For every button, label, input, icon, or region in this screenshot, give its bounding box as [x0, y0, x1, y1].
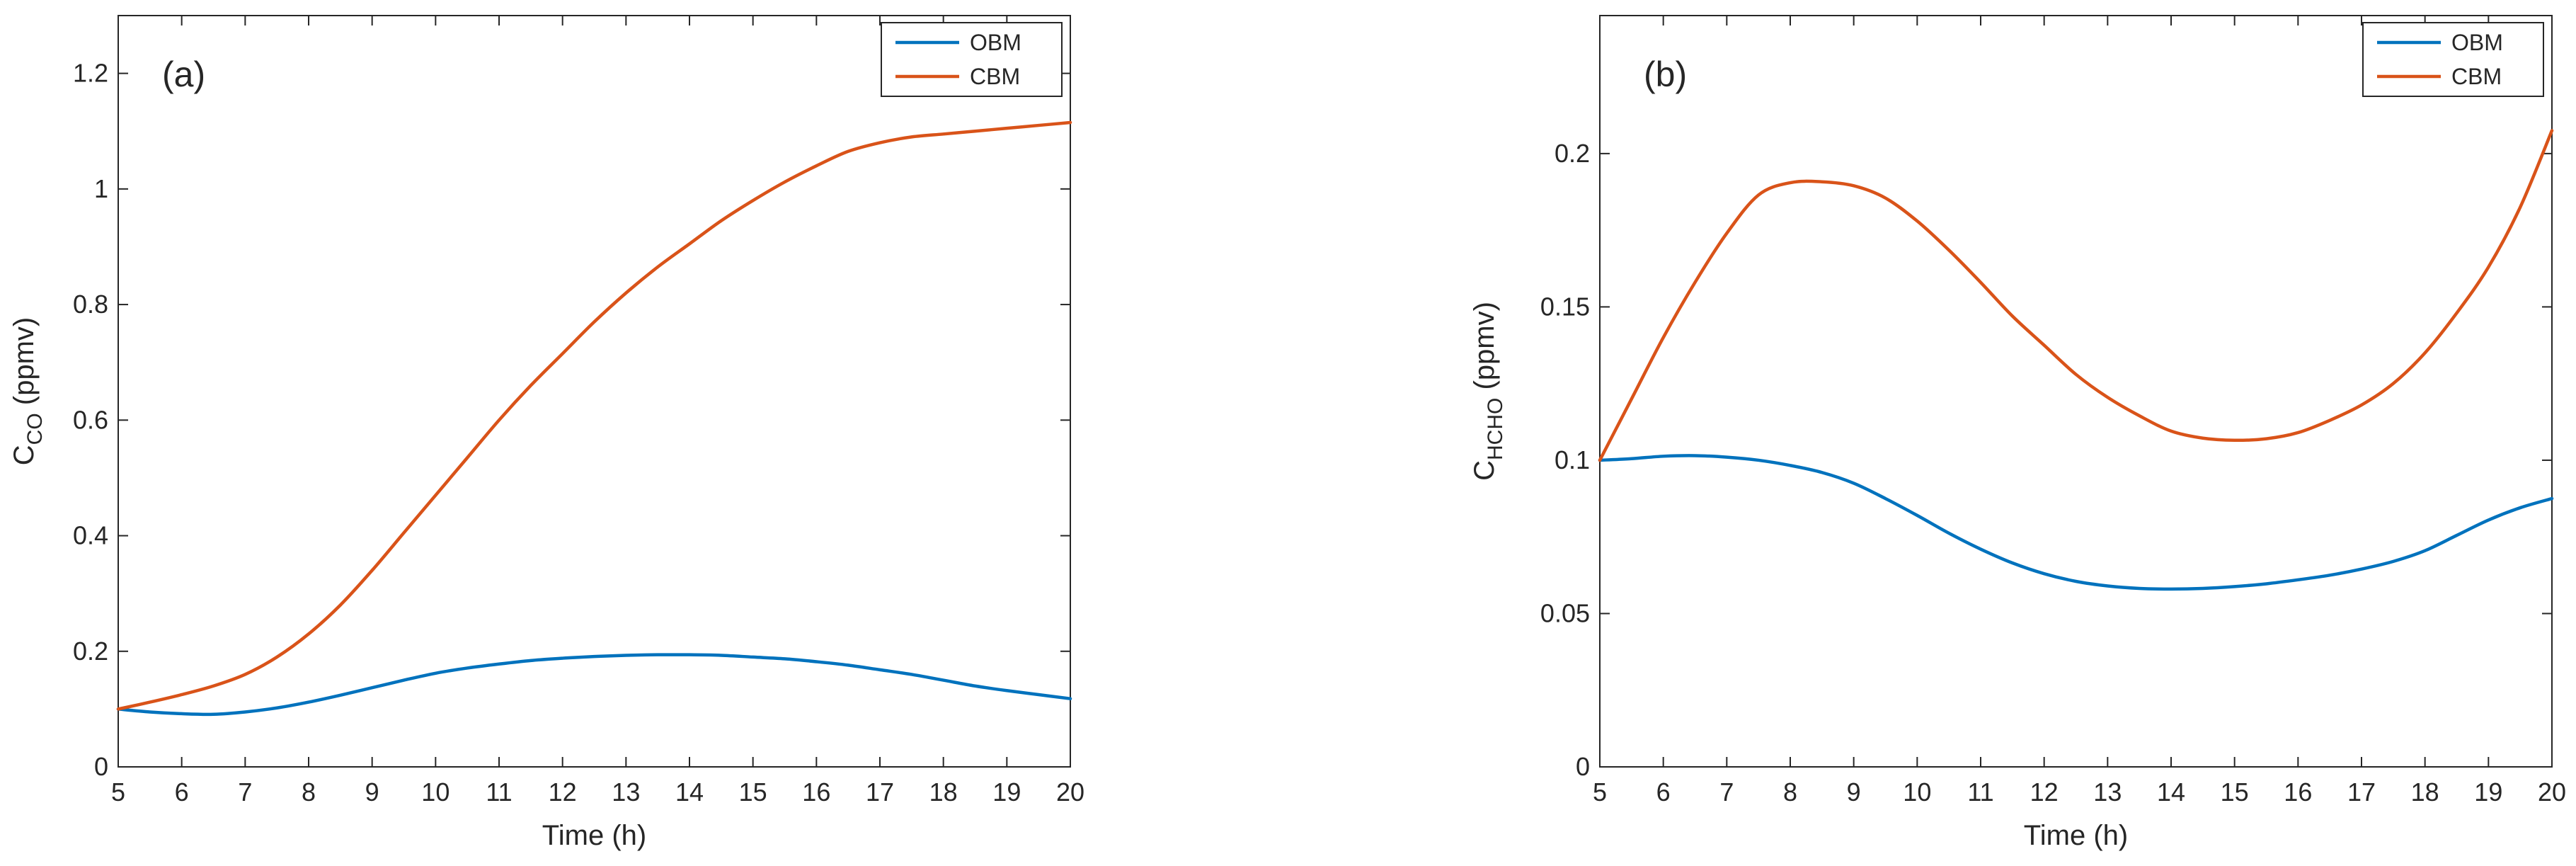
x-tick-label: 6	[1656, 777, 1671, 807]
y-tick-label: 0.2	[1555, 139, 1590, 168]
x-tick-label: 15	[739, 777, 767, 807]
panel-a: 5 6 7 8 9 10 11 12 13 14 15 16 17 18 19 20 0 0.2 0.4 0.6 0.8…	[8, 15, 1084, 851]
x-tick-label: 9	[365, 777, 379, 807]
x-tick-label: 11	[1967, 777, 1993, 807]
x-tick-label: 19	[2474, 777, 2502, 807]
series-line-cbm	[116, 120, 1072, 711]
x-axis-label: Time (h)	[542, 820, 646, 851]
x-tick-label: 10	[1903, 777, 1931, 807]
y-tick-label: 1.2	[73, 59, 108, 88]
y-axis-label: CCO (ppmv)	[8, 317, 47, 465]
legend-label-obm: OBM	[970, 30, 1021, 55]
y-axis-label-subscript: HCHO	[1484, 398, 1507, 460]
x-tick-label: 8	[302, 777, 316, 807]
axes-box	[118, 15, 1071, 768]
x-tick-label: 12	[2030, 777, 2059, 807]
y-tick-label: 0	[1576, 752, 1590, 781]
y-tick-label: 0.05	[1540, 598, 1590, 627]
x-tick-label: 12	[549, 777, 577, 807]
x-tick-label: 6	[175, 777, 189, 807]
y-tick-label: 1	[94, 174, 108, 203]
x-tick-label: 5	[111, 777, 125, 807]
panel-label: (a)	[162, 55, 205, 94]
axes-box	[1599, 15, 2553, 768]
legend-box	[2362, 22, 2544, 97]
x-tick-label: 8	[1783, 777, 1797, 807]
panel-b: 5 6 7 8 9 10 11 12 13 14 15 16 17 18 19 20 0 0.05 0.1 0.15 0…	[1469, 15, 2566, 851]
x-tick-label: 18	[2411, 777, 2439, 807]
x-tick-label: 14	[2157, 777, 2185, 807]
series-line-obm	[116, 653, 1072, 717]
y-axis-label-main: C	[1469, 460, 1500, 481]
x-tick-label: 17	[866, 777, 894, 807]
y-tick-label: 0.1	[1555, 445, 1590, 474]
series-line-obm	[1598, 454, 2554, 591]
x-tick-label: 5	[1593, 777, 1607, 807]
x-tick-label: 17	[2347, 777, 2376, 807]
legend-label-cbm: CBM	[970, 64, 1020, 89]
x-tick-label: 14	[675, 777, 704, 807]
x-tick-label: 7	[238, 777, 252, 807]
x-tick-label: 19	[992, 777, 1021, 807]
y-tick-label: 0.4	[73, 521, 108, 550]
x-tick-label: 15	[2221, 777, 2249, 807]
y-axis-label-subscript: CO	[23, 413, 47, 445]
y-axis-label-unit: (ppmv)	[8, 317, 40, 414]
x-tick-label: 10	[421, 777, 450, 807]
series-line-cbm	[1598, 129, 2554, 462]
x-tick-label: 9	[1847, 777, 1861, 807]
legend-label-cbm: CBM	[2451, 64, 2502, 89]
y-tick-label: 0.6	[73, 405, 108, 434]
x-tick-label: 13	[612, 777, 640, 807]
x-axis-label: Time (h)	[2024, 820, 2128, 851]
y-axis-label: CHCHO (ppmv)	[1469, 302, 1507, 481]
legend-label-obm: OBM	[2451, 30, 2503, 55]
x-tick-label: 16	[802, 777, 830, 807]
x-tick-label: 13	[2093, 777, 2122, 807]
y-tick-label: 0.15	[1540, 292, 1590, 321]
x-tick-label: 16	[2284, 777, 2312, 807]
y-tick-label: 0.2	[73, 637, 108, 666]
x-tick-label: 18	[929, 777, 958, 807]
x-tick-label: 7	[1719, 777, 1734, 807]
y-tick-label: 0.8	[73, 290, 108, 319]
y-axis-label-main: C	[8, 445, 40, 465]
y-tick-label: 0	[94, 752, 108, 781]
legend-box	[881, 22, 1063, 97]
x-tick-label: 20	[2538, 777, 2566, 807]
x-tick-label: 20	[1056, 777, 1084, 807]
y-axis-label-unit: (ppmv)	[1469, 302, 1500, 398]
x-tick-label: 11	[486, 777, 512, 807]
panel-label: (b)	[1644, 55, 1687, 94]
